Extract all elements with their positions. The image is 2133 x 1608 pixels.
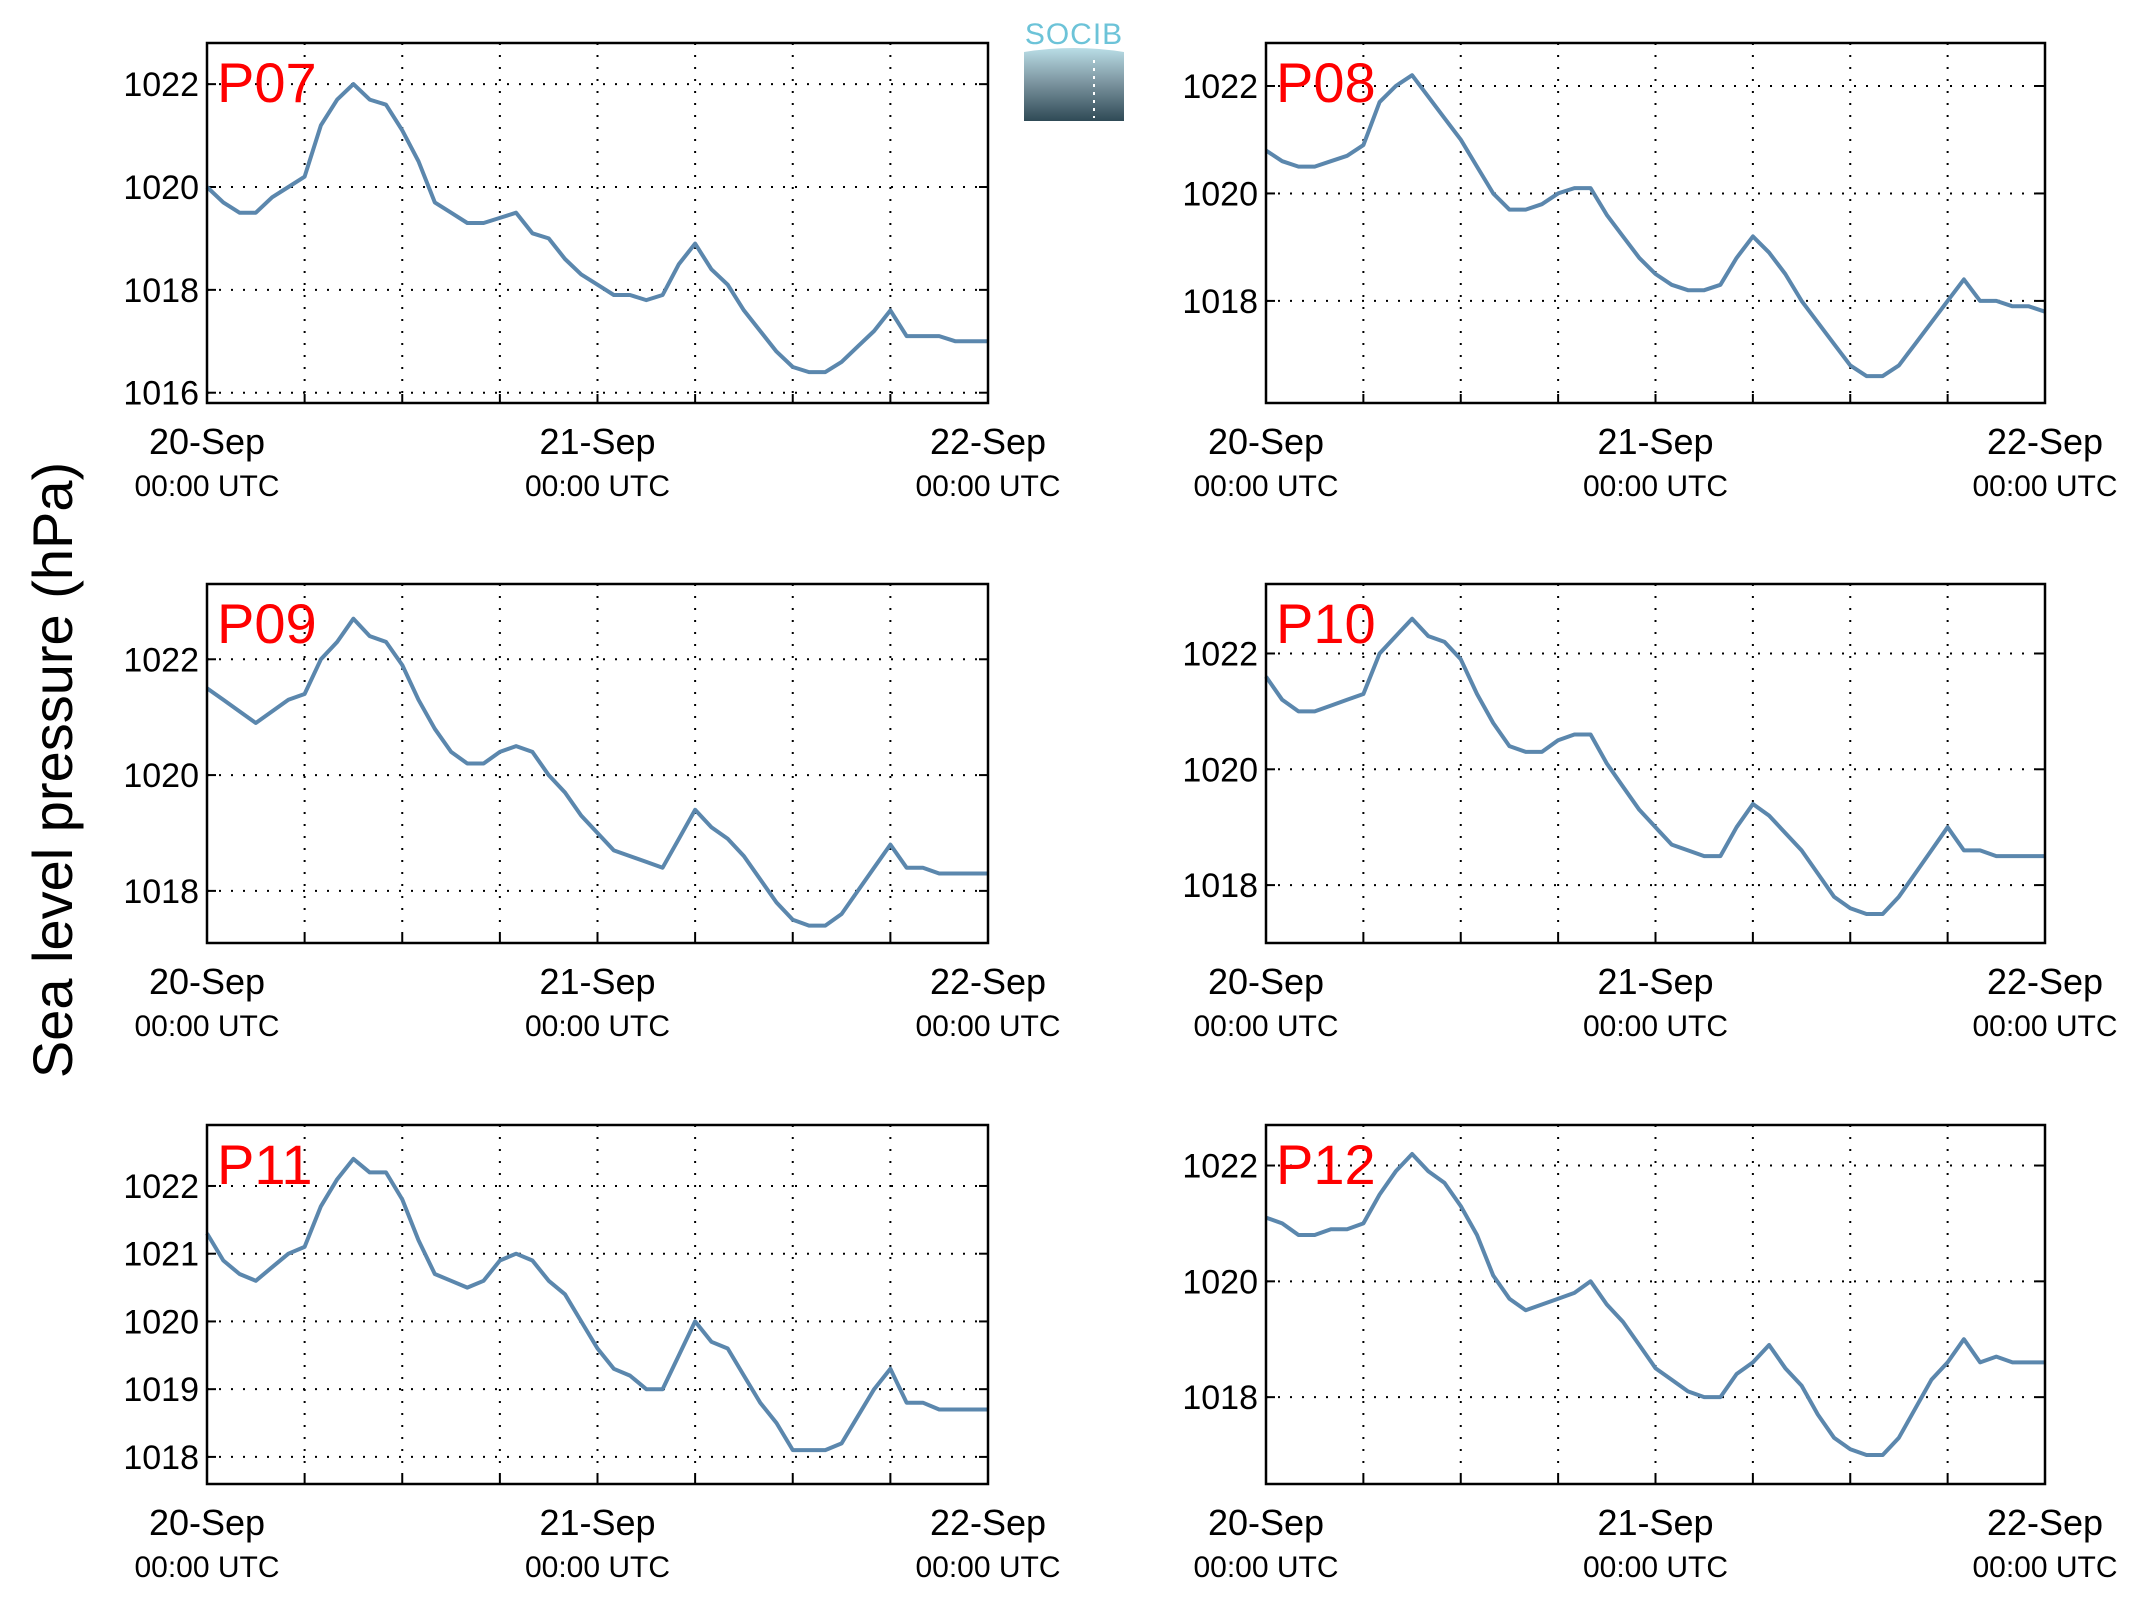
x-tick-label: 21-Sep [1597, 1502, 1713, 1543]
x-tick-sublabel: 00:00 UTC [1583, 1551, 1728, 1584]
x-tick-label: 22-Sep [1987, 961, 2103, 1002]
y-tick-label: 1018 [1182, 867, 1258, 905]
panel-p12: 1018 1020 1022 20-Sep 00:00 UTC 21-Sep 00:00 U… [1182, 1123, 2118, 1584]
x-tick-sublabel: 00:00 UTC [915, 470, 1060, 503]
axes-frame [205, 582, 990, 945]
x-tick-sublabel: 00:00 UTC [1583, 1010, 1728, 1043]
x-tick-sublabel: 00:00 UTC [1972, 1010, 2117, 1043]
panel-label: P07 [217, 51, 317, 114]
y-tick-label: 1016 [123, 375, 199, 413]
grid [207, 1125, 988, 1484]
x-tick-sublabel: 00:00 UTC [915, 1551, 1060, 1584]
socib-logo: SOCIB [1024, 18, 1124, 121]
x-tick-sublabel: 00:00 UTC [1193, 470, 1338, 503]
panel-p10: 1018 1020 1022 20-Sep 00:00 UTC 21-Sep 00:00 U… [1182, 582, 2118, 1043]
grid [1266, 1125, 2045, 1484]
panel-p07: 1016 1018 1020 1022 20-Sep 00:00 UTC 21-Sep 00:… [123, 41, 1061, 503]
series-line [1265, 1152, 2045, 1457]
logo-text: SOCIB [1025, 18, 1123, 51]
y-tick-label: 1019 [123, 1371, 199, 1409]
x-tick-sublabel: 00:00 UTC [1193, 1551, 1338, 1584]
y-tick-label: 1018 [123, 1439, 199, 1477]
x-tick-label: 21-Sep [1597, 421, 1713, 462]
x-tick-sublabel: 00:00 UTC [915, 1010, 1060, 1043]
x-tick-label: 22-Sep [930, 1502, 1046, 1543]
y-tick-label: 1020 [123, 169, 199, 207]
y-axis-label: Sea level pressure (hPa) [21, 462, 84, 1078]
axes-frame [205, 41, 990, 405]
y-tick-label: 1021 [123, 1236, 199, 1274]
x-tick-label: 20-Sep [149, 421, 265, 462]
x-tick-label: 20-Sep [149, 1502, 265, 1543]
y-tick-label: 1022 [1182, 635, 1258, 673]
y-tick-label: 1022 [123, 66, 199, 104]
series-line [205, 616, 988, 928]
series-line [1264, 616, 2045, 916]
series-line [1264, 73, 2046, 379]
x-tick-sublabel: 00:00 UTC [1972, 470, 2117, 503]
x-tick-label: 22-Sep [1987, 421, 2103, 462]
x-tick-label: 22-Sep [1987, 1502, 2103, 1543]
y-tick-label: 1022 [1182, 68, 1258, 106]
x-tick-sublabel: 00:00 UTC [525, 1551, 670, 1584]
panel-label: P08 [1276, 51, 1376, 114]
x-tick-label: 22-Sep [930, 421, 1046, 462]
panel-p11: 1018 1019 1020 1021 1022 20-Sep 00:00 UTC 21-Se… [123, 1123, 1061, 1584]
x-tick-label: 21-Sep [539, 961, 655, 1002]
y-tick-label: 1020 [123, 1303, 199, 1341]
y-tick-label: 1022 [123, 1168, 199, 1206]
series-line [205, 1156, 988, 1453]
y-tick-label: 1022 [1182, 1148, 1258, 1186]
x-tick-sublabel: 00:00 UTC [134, 1551, 279, 1584]
panels: 1016 1018 1020 1022 20-Sep 00:00 UTC 21-Sep 00:… [123, 41, 2118, 1584]
x-tick-label: 21-Sep [1597, 961, 1713, 1002]
grid [1266, 43, 2045, 403]
panel-label: P12 [1276, 1133, 1376, 1196]
x-tick-label: 20-Sep [149, 961, 265, 1002]
x-tick-sublabel: 00:00 UTC [525, 470, 670, 503]
y-tick-label: 1020 [1182, 1263, 1258, 1301]
axes-frame [1264, 582, 2047, 945]
grid [207, 584, 988, 943]
x-tick-sublabel: 00:00 UTC [525, 1010, 670, 1043]
panel-label: P10 [1276, 592, 1376, 655]
x-tick-label: 21-Sep [539, 1502, 655, 1543]
x-tick-label: 21-Sep [539, 421, 655, 462]
x-tick-sublabel: 00:00 UTC [134, 470, 279, 503]
axes-frame [205, 1123, 990, 1486]
y-tick-label: 1018 [123, 272, 199, 310]
x-tick-label: 22-Sep [930, 961, 1046, 1002]
x-tick-sublabel: 00:00 UTC [1972, 1551, 2117, 1584]
x-tick-label: 20-Sep [1208, 961, 1324, 1002]
y-tick-label: 1018 [123, 873, 199, 911]
x-tick-sublabel: 00:00 UTC [1193, 1010, 1338, 1043]
x-tick-sublabel: 00:00 UTC [1583, 470, 1728, 503]
panel-label: P11 [217, 1133, 312, 1196]
series-line [205, 82, 988, 375]
panel-p09: 1018 1020 1022 20-Sep 00:00 UTC 21-Sep 00:00 U… [123, 582, 1061, 1043]
x-tick-label: 20-Sep [1208, 421, 1324, 462]
y-tick-label: 1020 [1182, 175, 1258, 213]
x-tick-label: 20-Sep [1208, 1502, 1324, 1543]
y-tick-label: 1018 [1182, 1379, 1258, 1417]
panel-label: P09 [217, 592, 317, 655]
panel-p08: 1018 1020 1022 20-Sep 00:00 UTC 21-Sep 00:00 U… [1182, 41, 2118, 503]
y-tick-label: 1022 [123, 641, 199, 679]
y-tick-label: 1020 [1182, 751, 1258, 789]
axes-frame [1264, 1123, 2047, 1486]
axes-frame [1264, 41, 2047, 405]
y-tick-label: 1018 [1182, 283, 1258, 321]
x-tick-sublabel: 00:00 UTC [134, 1010, 279, 1043]
grid [1266, 584, 2045, 943]
grid [207, 43, 988, 403]
y-tick-label: 1020 [123, 757, 199, 795]
